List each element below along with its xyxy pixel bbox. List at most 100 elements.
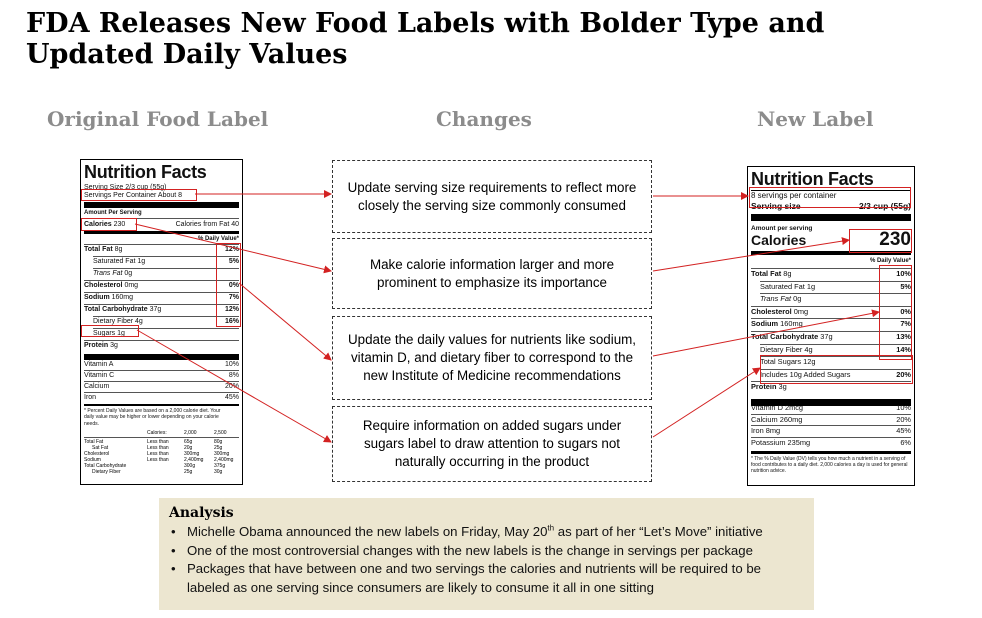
nutrient-dv: 13% [896,332,911,341]
nutrient-amount: 0g [791,294,802,304]
footer-cell: 375g [214,463,226,469]
vitamin-dv: 8% [228,372,239,379]
footer-cell: 2,400mg [184,457,204,463]
footer-cell: Total Carbohydrate [84,463,127,469]
vitamin-label: Iron [84,394,97,401]
vitamin-row: Iron 8mg 45% [751,426,911,436]
change-calories: Make calorie information larger and more… [332,238,652,309]
amount-per-serving: Amount Per Serving [84,210,142,216]
vitamin-label: Calcium 260mg [751,414,803,424]
calories-label: Calories [84,221,112,228]
nutrient-row: Total Carbohydrate 37g 12% [84,305,239,314]
change-daily-values: Update the daily values for nutrients li… [332,316,652,400]
nutrient-amount: 37g [818,332,833,341]
nutrient-label: Trans Fat [760,294,792,304]
nutrient-label: Includes 10g Added Sugars [760,369,851,379]
nutrient-amount: 0mg [122,282,139,289]
footer-cell: 2,400mg [214,457,234,463]
vitamin-label: Vitamin D 2mcg [751,403,804,412]
footer-cell: 20g [184,445,193,451]
nutrient-row: Protein 3g [84,341,239,350]
nutrient-label: Sugars [93,330,116,337]
nutrient-row: Cholesterol 0mg 0% [751,307,911,317]
vitamin-row: Potassium 235mg 6% [751,438,911,448]
footer-cell: Sat Fat [92,445,109,451]
calories-value: 230 [113,221,126,228]
analysis-text: Packages that have between one and two s… [187,561,762,595]
nutrient-amount: 3g [776,382,787,392]
nutrient-amount: 160mg [778,319,803,329]
nutrient-amount: 1g [804,281,816,291]
nutrient-dv: 14% [896,344,911,354]
nutrient-row: Trans Fat 0g [93,269,239,278]
nutrient-amount: 4g [802,344,813,354]
analysis-item: • Packages that have between one and two … [171,561,762,595]
footer-cell: 300g [184,463,196,469]
change-added-sugars: Require information on added sugars unde… [332,406,652,482]
vitamin-dv: 45% [224,394,239,401]
nutrient-label: Protein [84,342,109,349]
vitamin-row: Vitamin A 10% [84,360,239,369]
analysis-heading: Analysis [169,505,234,521]
nutrient-label: Cholesterol [751,306,792,316]
nutrient-dv: 10% [896,269,911,278]
nutrient-label: Sodium [751,319,779,329]
new-label-heading: New Label [757,107,874,131]
original-label-heading: Original Food Label [47,107,269,131]
amount-per-serving: Amount per serving [751,225,813,232]
nutrient-amount: 160mg [109,294,134,301]
vitamin-label: Potassium 235mg [751,437,811,447]
footer-cell: 300mg [184,451,200,457]
footer-cell: Less than [147,451,169,457]
vitamin-row: Calcium 260mg 20% [751,415,911,425]
nutrient-label: Total Fat [751,269,782,278]
vitamin-row: Vitamin D 2mcg 10% [751,403,911,413]
label-heading: Nutrition Facts [751,169,874,189]
servings-per-container: 8 servings per container [751,191,837,200]
nutrient-label: Dietary Fiber [760,344,803,354]
nutrient-amount: 8g [112,246,123,253]
nutrient-label: Protein [751,382,777,392]
highlight-orig-calories [81,218,137,231]
calories-from-fat: Calories from Fat 40 [175,221,239,228]
nutrient-dv: 7% [900,319,911,329]
footer-cell: Calories: [147,430,167,436]
highlight-orig-sugars [81,325,139,337]
servings-per-container: Servings Per Container About 8 [84,192,183,199]
nutrient-dv: 0% [900,306,911,316]
footer-cell: Less than [147,457,169,463]
analysis-panel: Analysis • Michelle Obama announced the n… [159,498,814,610]
analysis-item: • Michelle Obama announced the new labels… [171,523,763,539]
serving-size-value: 2/3 cup (55g) [859,201,911,211]
highlight-orig-servings [81,189,197,201]
nutrient-label: Cholesterol [84,282,123,289]
nutrient-label: Saturated Fat [93,258,136,265]
nutrient-dv: 5% [900,281,911,291]
nutrient-row: Trans Fat 0g [760,294,911,304]
nutrient-label: Total Sugars [760,357,802,367]
analysis-text: One of the most controversial changes wi… [187,542,753,558]
footer-cell: 25g [214,445,223,451]
changes-heading: Changes [436,107,532,131]
calories-value: 230 [879,229,911,250]
vitamin-label: Calcium [84,383,110,390]
nutrient-label: Sodium [84,294,110,301]
vitamin-row: Iron 45% [84,393,239,402]
arrow-orig-dv [238,282,332,361]
vitamin-row: Calcium 20% [84,382,239,391]
nutrient-row: Saturated Fat 1g 5% [760,282,911,292]
footnote: * Percent Daily Values are based on a 2,… [84,408,221,427]
footer-cell: Sodium [84,457,101,463]
footer-cell: Cholesterol [84,451,110,457]
nutrient-amount: 3g [108,342,118,349]
nutrient-row: Sugars 1g [93,329,239,338]
serving-size: Serving Size 2/3 cup (55g) [84,184,167,191]
nutrient-dv: 12% [224,306,239,313]
arrow-new-sugars [652,367,761,438]
nutrient-amount: 1g [115,330,125,337]
nutrient-dv: 0% [228,282,239,289]
nutrient-label: Saturated Fat [760,281,805,291]
footnote: * The % Daily Value (DV) tells you how m… [751,456,908,475]
highlight-new-servings [749,187,911,208]
vitamin-dv: 20% [896,414,911,424]
